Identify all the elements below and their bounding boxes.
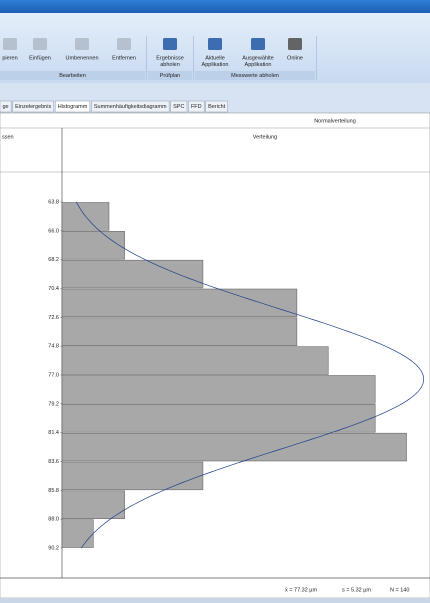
title-bar (0, 0, 430, 13)
button-label: Applikation (202, 62, 229, 68)
histogram-bar (61, 346, 329, 375)
column-header: Verteilung (253, 134, 277, 140)
histogram-bar (61, 288, 298, 318)
y-tick-label: 81.4 (48, 430, 59, 436)
ribbon-button[interactable]: Online (287, 38, 303, 61)
histogram-bar (61, 404, 376, 433)
button-icon (288, 38, 302, 50)
tab[interactable] (205, 100, 229, 113)
group-label-bg (0, 71, 145, 80)
stat-label: s = 5.32 µm (342, 587, 371, 593)
tab[interactable] (54, 100, 91, 113)
button-label: Applikation (245, 62, 272, 68)
histogram-bar (61, 259, 204, 289)
histogram-bar (61, 317, 298, 346)
button-icon (3, 38, 17, 50)
button-label: Entfernen (112, 55, 136, 61)
y-tick-label: 63.8 (48, 199, 59, 205)
histogram-bar (61, 461, 204, 491)
ribbon-button[interactable]: pieren (2, 38, 18, 61)
button-icon (208, 38, 222, 50)
y-tick-label: 74.8 (48, 344, 59, 350)
histogram-bar (61, 231, 125, 260)
button-icon (251, 38, 265, 50)
ribbon-button[interactable]: Einfügen (29, 38, 51, 61)
y-tick-label: 88.0 (48, 517, 59, 523)
button-icon (117, 38, 131, 50)
histogram-bar (61, 490, 125, 519)
tab[interactable] (0, 100, 12, 113)
tab[interactable] (12, 100, 54, 113)
tab[interactable] (188, 100, 205, 113)
button-label: pieren (2, 55, 17, 61)
tab-label[interactable]: SPC (173, 104, 184, 110)
tab-label[interactable]: Summenhäufigkeitsdiagramm (94, 104, 167, 110)
button-label: Ausgewählte (242, 55, 274, 61)
tab[interactable] (91, 100, 170, 113)
group-label-bg (195, 71, 315, 80)
histogram-bar (61, 519, 94, 548)
y-tick-label: 66.0 (48, 228, 59, 234)
y-tick-label: 83.6 (48, 459, 59, 465)
status-bar (0, 598, 430, 603)
ribbon-button[interactable]: Umbenennen (65, 38, 99, 61)
stat-label: x̄ = 77.32 µm (285, 587, 317, 593)
button-label: abholen (160, 62, 180, 68)
ribbon-button[interactable]: Entfernen (112, 38, 136, 61)
normal-curve (76, 201, 425, 549)
y-tick-label: 90.2 (48, 545, 59, 551)
histogram-bar (61, 432, 407, 462)
chart-title: Normalverteilung (314, 118, 356, 124)
y-tick-label: 77.0 (48, 372, 59, 378)
button-icon (33, 38, 47, 50)
button-label: Online (287, 55, 303, 61)
button-icon (75, 38, 89, 50)
group-label: Bearbeiten (59, 73, 86, 79)
histogram-bar (61, 375, 376, 404)
y-tick-label: 72.6 (48, 315, 59, 321)
tab[interactable] (170, 100, 188, 113)
y-tick-label: 68.2 (48, 257, 59, 263)
button-label: Umbenennen (65, 55, 98, 61)
group-label-bg (148, 71, 192, 80)
y-tick-label: 79.2 (48, 401, 59, 407)
button-label: Einfügen (29, 55, 51, 61)
y-tick-label: 70.4 (48, 286, 59, 292)
stat-label: N = 140 (390, 587, 409, 593)
group-label: Messwerte abholen (231, 73, 279, 79)
group-label: Prüfplan (160, 73, 181, 79)
button-label: Ergebnisse (156, 55, 184, 61)
y-tick-label: 85.8 (48, 488, 59, 494)
tab-label[interactable]: Bericht (208, 104, 226, 110)
button-label: Aktuelle (205, 55, 225, 61)
tab-label[interactable]: Histogramm (58, 104, 88, 110)
button-icon (163, 38, 177, 50)
tab-label[interactable]: Einzelergebnis (15, 104, 51, 110)
tab-label[interactable]: ge (3, 104, 9, 110)
tab-label[interactable]: FFD (191, 104, 202, 110)
column-header: ssen (2, 134, 14, 140)
